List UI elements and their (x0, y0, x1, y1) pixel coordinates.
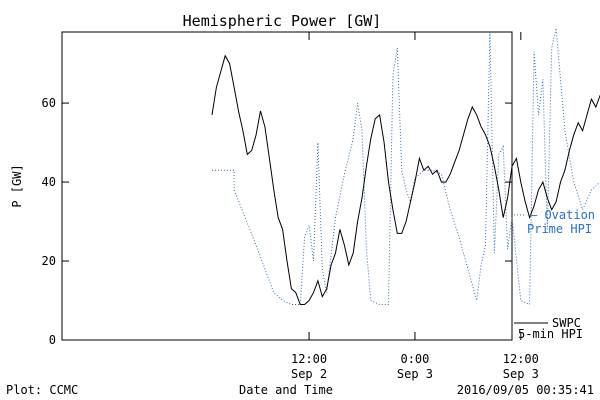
x-tick-date-label: Sep 2 (291, 367, 327, 381)
swpc-legend-label-2: 5-min HPI (518, 327, 583, 341)
plot-credit: Plot: CCMC (6, 383, 78, 397)
plot-timestamp: 2016/09/05 00:35:41 (457, 383, 594, 397)
plot-frame (61, 31, 513, 341)
swpc-legend-label-1: SWPC (552, 316, 581, 330)
y-tick-label: 0 (49, 333, 56, 347)
ovation-prime-series-line (212, 27, 600, 306)
x-tick-time-label: 12:00 (503, 352, 539, 366)
y-tick-label: 60 (42, 96, 56, 110)
x-axis-label: Date and Time (239, 383, 333, 397)
x-tick-date-label: Sep 3 (503, 367, 539, 381)
legend: – Ovation Prime HPI SWPC 5-min HPI (514, 208, 595, 341)
x-tick-time-label: 12:00 (291, 352, 327, 366)
chart-title: Hemispheric Power [GW] (183, 12, 382, 30)
swpc-hpi-series-line (211, 54, 600, 305)
x-tick-date-label: Sep 3 (397, 367, 433, 381)
ovation-legend-label-2: Prime HPI (527, 222, 592, 236)
y-axis-label: P [GW] (10, 164, 24, 207)
x-tick-time-label: 0:00 (400, 352, 429, 366)
y-axis: 0 20 40 60 (42, 96, 512, 347)
y-tick-label: 20 (42, 254, 56, 268)
ovation-legend-label-1: – Ovation (530, 208, 595, 222)
y-tick-label: 40 (42, 175, 56, 189)
